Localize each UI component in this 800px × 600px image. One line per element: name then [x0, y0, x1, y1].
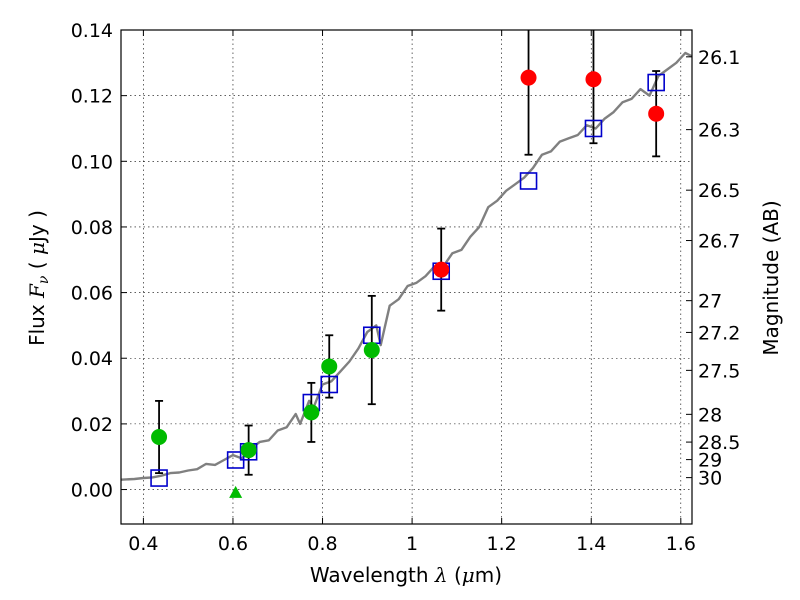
- mag-tick-label: 29: [698, 450, 722, 472]
- y-axis-title-unit-mu: μ: [25, 242, 49, 255]
- model-square-marker: [647, 73, 665, 92]
- model-spectrum-line: [120, 51, 693, 481]
- green-data-point: [321, 358, 338, 375]
- red-data-point: [648, 105, 665, 122]
- model-square-marker: [320, 375, 339, 394]
- x-axis-title-unit-open: (: [448, 563, 462, 587]
- green-data-point: [303, 404, 320, 421]
- plot-frame: [120, 29, 693, 525]
- y2-axis-title: Magnitude (AB): [759, 200, 783, 355]
- x-axis-title-unit-rest: m): [475, 563, 502, 587]
- green-data-point: [363, 342, 380, 359]
- mag-tick-label: 27.2: [698, 322, 740, 344]
- y-axis-title-prefix: Flux: [25, 298, 49, 346]
- mag-tick-label: 28: [698, 404, 722, 426]
- model-photometry-squares: [150, 73, 665, 487]
- red-data-point: [433, 261, 450, 278]
- green-upper-limit-marker: [229, 485, 243, 498]
- green-data-point: [240, 442, 257, 459]
- y-tick-label: 0.00: [71, 480, 113, 502]
- grid-lines: [121, 29, 692, 524]
- y-axis-title-unit-rest: Jy ): [25, 210, 49, 244]
- mag-tick-label: 27: [698, 291, 722, 313]
- y-tick-label: 0.14: [71, 20, 113, 42]
- y-tick-label: 0.08: [71, 217, 113, 239]
- x-tick-label: 0.6: [218, 533, 248, 555]
- x-axis-title-unit-mu: μ: [462, 563, 475, 587]
- mag-tick-label: 26.3: [698, 120, 740, 142]
- mag-tick-label: 26.7: [698, 231, 740, 253]
- y-tick-label: 0.02: [71, 414, 113, 436]
- x-axis-title-symbol: λ: [434, 563, 448, 587]
- x-tick-label: 1: [406, 533, 418, 555]
- x-axis-title: Wavelength λ (μm): [310, 563, 502, 587]
- y-tick-label: 0.10: [71, 151, 113, 173]
- error-bars: [155, 30, 661, 476]
- x-tick-label: 0.4: [128, 533, 158, 555]
- mag-tick-label: 26.1: [698, 47, 740, 69]
- y-axis-title-unit-open: (: [25, 255, 49, 276]
- model-square-marker: [584, 119, 603, 138]
- y-tick-label: 0.04: [71, 348, 113, 370]
- model-square-marker: [150, 469, 168, 487]
- mag-tick-label: 30: [698, 468, 722, 490]
- mag-tick-label: 28.5: [698, 432, 740, 454]
- y-tick-label: 0.06: [71, 283, 113, 305]
- x-tick-label: 1.4: [576, 533, 606, 555]
- x-tick-label: 1.6: [666, 533, 696, 555]
- axis-ticks: 0.4 0.6 0.8 1 1.2 1.4 1.6 0.00 0.02 0.04 0.06 0.08 0…: [71, 20, 741, 555]
- y-tick-label: 0.12: [71, 86, 113, 108]
- observed-points: [151, 69, 665, 498]
- y-axis-title: Flux Fν ( μJy ): [25, 210, 52, 346]
- green-data-point: [151, 429, 168, 446]
- model-spectrum: [120, 51, 693, 481]
- mag-tick-label: 27.5: [698, 360, 740, 382]
- x-axis-title-prefix: Wavelength: [310, 563, 435, 587]
- red-data-point: [520, 69, 537, 86]
- model-square-marker: [519, 172, 538, 190]
- y-axis-title-symbol: F: [25, 283, 49, 299]
- mag-tick-label: 26.5: [698, 180, 740, 202]
- y-axis-title-subscript: ν: [36, 275, 52, 284]
- x-tick-label: 0.8: [307, 533, 337, 555]
- red-data-point: [585, 71, 602, 88]
- x-tick-label: 1.2: [487, 533, 517, 555]
